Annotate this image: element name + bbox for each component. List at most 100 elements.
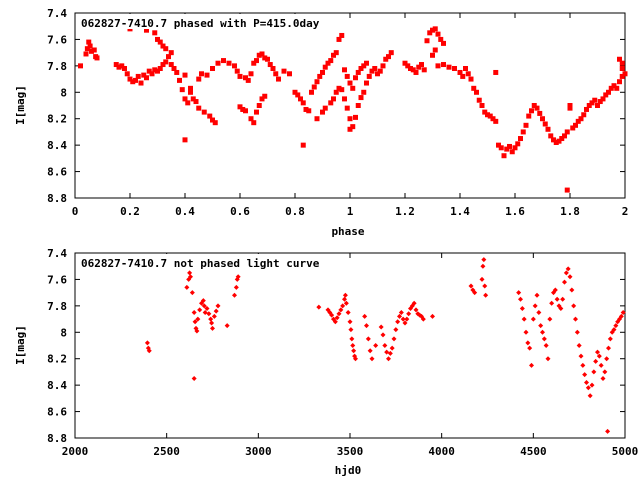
data-point	[141, 72, 147, 78]
data-point	[457, 69, 463, 75]
data-point	[540, 116, 545, 122]
data-point	[553, 140, 559, 145]
data-point	[538, 323, 544, 329]
y-tick-label: 8	[60, 86, 67, 99]
data-point	[196, 76, 202, 82]
data-point	[350, 343, 356, 348]
data-point	[515, 141, 521, 147]
data-point	[331, 96, 336, 102]
data-point	[345, 309, 351, 315]
data-point	[465, 71, 471, 77]
data-point	[248, 71, 254, 77]
x-tick-label: 2000	[62, 445, 89, 458]
data-point	[340, 303, 346, 309]
data-point	[569, 287, 575, 293]
data-point	[424, 38, 430, 44]
x-tick-label: 1.6	[505, 205, 525, 218]
data-point	[575, 118, 581, 124]
data-point	[188, 89, 193, 95]
data-point	[589, 382, 595, 388]
data-point	[254, 58, 259, 64]
data-point	[618, 313, 624, 319]
unphased-data-points	[144, 257, 626, 434]
data-point	[570, 125, 576, 131]
data-point	[339, 87, 345, 93]
data-point	[314, 79, 320, 85]
data-point	[364, 323, 369, 329]
data-point	[441, 62, 446, 68]
data-point	[119, 63, 125, 69]
data-point	[607, 336, 613, 342]
data-point	[240, 106, 246, 112]
data-point	[188, 85, 193, 91]
data-point	[364, 80, 369, 86]
data-point	[476, 97, 482, 103]
data-point	[87, 43, 93, 49]
data-point	[573, 122, 578, 128]
data-point	[146, 68, 152, 74]
data-point	[361, 89, 367, 95]
data-point	[493, 69, 499, 75]
data-point	[369, 68, 375, 74]
data-point	[493, 118, 499, 124]
data-point	[182, 72, 188, 78]
data-point	[580, 362, 586, 368]
data-point	[190, 96, 196, 102]
data-point	[400, 316, 406, 322]
data-point	[133, 77, 138, 83]
data-point	[581, 112, 587, 118]
data-point	[584, 106, 589, 112]
data-point	[265, 56, 270, 62]
x-tick-label: 0	[72, 205, 79, 218]
data-point	[144, 75, 149, 81]
data-point	[351, 348, 357, 354]
y-tick-label: 8.2	[47, 353, 67, 366]
data-point	[520, 129, 526, 135]
data-point	[135, 73, 141, 79]
data-point	[613, 323, 619, 329]
data-point	[295, 92, 301, 98]
data-point	[317, 73, 323, 79]
x-tick-label: 0.2	[120, 205, 140, 218]
data-point	[542, 121, 548, 127]
data-point	[292, 89, 298, 95]
data-point	[420, 316, 426, 322]
data-point	[262, 93, 268, 99]
data-point	[512, 145, 518, 151]
data-point	[188, 274, 193, 280]
data-point	[353, 75, 358, 81]
x-tick-label: 2	[622, 205, 629, 218]
y-tick-label: 8.8	[47, 192, 67, 205]
data-point	[545, 126, 551, 132]
y-tick-label: 8.2	[47, 113, 67, 126]
data-point	[479, 103, 485, 108]
data-point	[322, 105, 328, 111]
data-point	[358, 95, 364, 101]
x-tick-label: 1.2	[395, 205, 415, 218]
data-point	[617, 79, 622, 85]
data-point	[209, 320, 215, 326]
data-point	[234, 68, 240, 74]
data-point	[597, 99, 603, 105]
phased-chart-title: 062827-7410.7 phased with P=415.0day	[81, 17, 320, 30]
data-point	[171, 66, 177, 71]
data-point	[306, 108, 312, 114]
data-point	[303, 106, 309, 112]
data-point	[146, 348, 152, 354]
data-point	[78, 63, 83, 69]
data-point	[199, 71, 204, 77]
data-point	[343, 300, 349, 306]
data-point	[144, 340, 150, 346]
data-point	[353, 356, 358, 362]
data-point	[91, 47, 97, 53]
data-point	[567, 105, 573, 111]
data-point	[251, 60, 257, 66]
data-point	[587, 393, 593, 399]
data-point	[182, 137, 188, 143]
data-point	[604, 356, 610, 362]
data-point	[237, 73, 243, 79]
data-point	[365, 336, 371, 342]
data-point	[435, 63, 441, 69]
x-tick-label: 4500	[520, 445, 547, 458]
data-point	[200, 298, 206, 304]
